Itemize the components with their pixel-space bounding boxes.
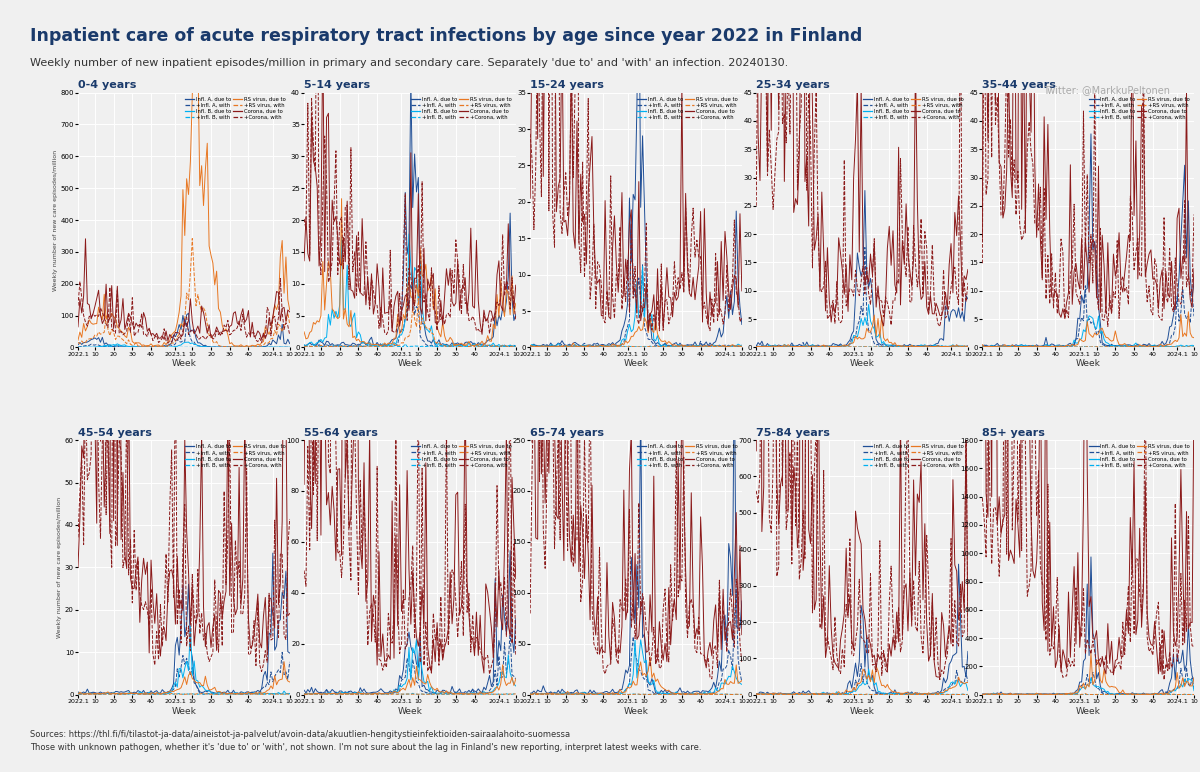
Text: 35-44 years: 35-44 years <box>983 80 1056 90</box>
Legend: Infl. A, due to, +Infl. A, with, Infl. B, due to, +Infl. B, with, RS virus, due : Infl. A, due to, +Infl. A, with, Infl. B… <box>635 95 739 122</box>
Legend: Infl. A, due to, +Infl. A, with, Infl. B, due to, +Infl. B, with, RS virus, due : Infl. A, due to, +Infl. A, with, Infl. B… <box>184 95 287 122</box>
X-axis label: Week: Week <box>1075 359 1100 368</box>
Legend: Infl. A, due to, +Infl. A, with, Infl. B, due to, +Infl. B, with, RS virus, due : Infl. A, due to, +Infl. A, with, Infl. B… <box>635 442 739 469</box>
Text: Twitter: @MarkkuPeltonen: Twitter: @MarkkuPeltonen <box>1043 85 1170 95</box>
Legend: Infl. A, due to, +Infl. A, with, Infl. B, due to, +Infl. B, with, RS virus, due : Infl. A, due to, +Infl. A, with, Infl. B… <box>862 442 965 469</box>
Legend: Infl. A, due to, +Infl. A, with, Infl. B, due to, +Infl. B, with, RS virus, due : Infl. A, due to, +Infl. A, with, Infl. B… <box>409 442 514 469</box>
Text: 45-54 years: 45-54 years <box>78 428 152 438</box>
Y-axis label: Weekly number of new care episodes/million: Weekly number of new care episodes/milli… <box>58 497 62 638</box>
X-axis label: Week: Week <box>624 706 648 716</box>
Text: 5-14 years: 5-14 years <box>304 80 371 90</box>
Text: 55-64 years: 55-64 years <box>304 428 378 438</box>
Legend: Infl. A, due to, +Infl. A, with, Infl. B, due to, +Infl. B, with, RS virus, due : Infl. A, due to, +Infl. A, with, Infl. B… <box>862 95 965 122</box>
X-axis label: Week: Week <box>850 359 875 368</box>
X-axis label: Week: Week <box>397 706 422 716</box>
Text: Sources: https://thl.fi/fi/tilastot-ja-data/aineistot-ja-palvelut/avoin-data/aku: Sources: https://thl.fi/fi/tilastot-ja-d… <box>30 730 570 739</box>
Text: 0-4 years: 0-4 years <box>78 80 137 90</box>
X-axis label: Week: Week <box>397 359 422 368</box>
Legend: Infl. A, due to, +Infl. A, with, Infl. B, due to, +Infl. B, with, RS virus, due : Infl. A, due to, +Infl. A, with, Infl. B… <box>1087 95 1192 122</box>
Text: 65-74 years: 65-74 years <box>530 428 604 438</box>
Text: 15-24 years: 15-24 years <box>530 80 604 90</box>
X-axis label: Week: Week <box>624 359 648 368</box>
Y-axis label: Weekly number of new care episodes/million: Weekly number of new care episodes/milli… <box>53 150 58 290</box>
Legend: Infl. A, due to, +Infl. A, with, Infl. B, due to, +Infl. B, with, RS virus, due : Infl. A, due to, +Infl. A, with, Infl. B… <box>409 95 514 122</box>
X-axis label: Week: Week <box>172 706 197 716</box>
X-axis label: Week: Week <box>850 706 875 716</box>
Text: Those with unknown pathogen, whether it's 'due to' or 'with', not shown. I'm not: Those with unknown pathogen, whether it'… <box>30 743 702 752</box>
Text: 75-84 years: 75-84 years <box>756 428 830 438</box>
X-axis label: Week: Week <box>1075 706 1100 716</box>
Legend: Infl. A, due to, +Infl. A, with, Infl. B, due to, +Infl. B, with, RS virus, due : Infl. A, due to, +Infl. A, with, Infl. B… <box>1087 442 1192 469</box>
Legend: Infl. A, due to, +Infl. A, with, Infl. B, due to, +Infl. B, with, RS virus, due : Infl. A, due to, +Infl. A, with, Infl. B… <box>184 442 287 469</box>
Text: Inpatient care of acute respiratory tract infections by age since year 2022 in F: Inpatient care of acute respiratory trac… <box>30 27 863 45</box>
Text: 85+ years: 85+ years <box>983 428 1045 438</box>
X-axis label: Week: Week <box>172 359 197 368</box>
Text: Weekly number of new inpatient episodes/million in primary and secondary care. S: Weekly number of new inpatient episodes/… <box>30 58 788 68</box>
Text: 25-34 years: 25-34 years <box>756 80 830 90</box>
